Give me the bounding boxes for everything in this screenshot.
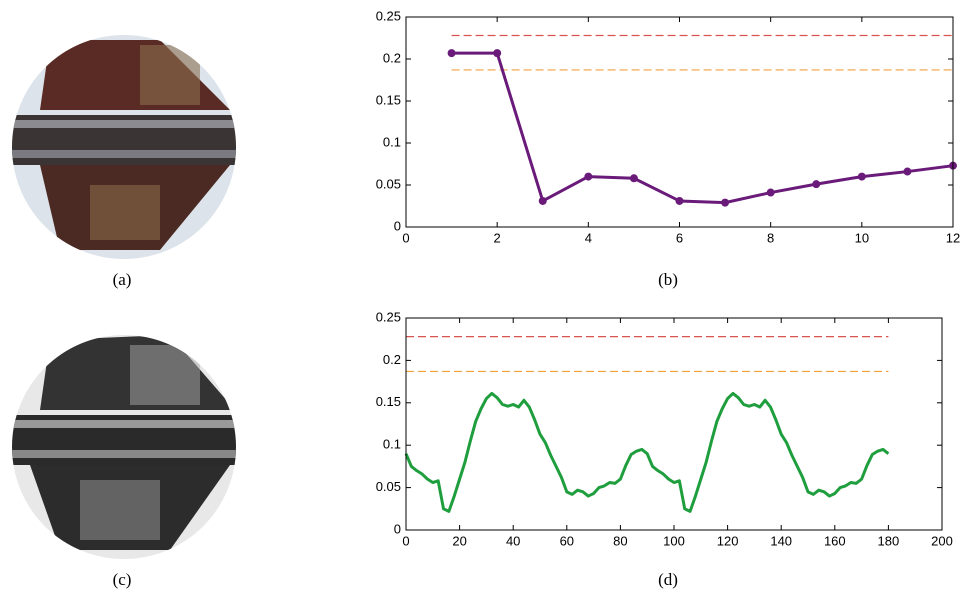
data-line (451, 51, 954, 205)
x-tick-label: 100 (663, 533, 685, 548)
data-point (857, 172, 866, 181)
photo-color (12, 35, 236, 259)
x-tick-label: 80 (613, 533, 627, 548)
caption: (a) (113, 270, 132, 289)
data-point (675, 196, 684, 205)
y-tick-label: 0 (394, 521, 401, 536)
data-point (493, 49, 502, 58)
x-tick-label: 20 (452, 533, 466, 548)
x-tick-label: 2 (494, 230, 501, 245)
y-tick-label: 0.2 (383, 50, 401, 65)
data-point (538, 196, 547, 205)
x-tick-label: 200 (931, 533, 953, 548)
x-tick-label: 120 (717, 533, 739, 548)
x-tick-label: 10 (855, 230, 869, 245)
data-point (629, 174, 638, 183)
x-tick-label: 140 (770, 533, 792, 548)
y-tick-label: 0.2 (383, 352, 401, 367)
x-tick-label: 6 (676, 230, 683, 245)
x-tick-label: 160 (824, 533, 846, 548)
data-point (584, 172, 593, 181)
x-tick-label: 40 (506, 533, 520, 548)
y-tick-label: 0 (394, 218, 401, 233)
x-tick-label: 8 (767, 230, 774, 245)
x-tick-label: 0 (402, 533, 409, 548)
y-tick-label: 0.25 (376, 8, 401, 23)
data-point (447, 49, 456, 58)
data-line (404, 391, 890, 513)
y-tick-label: 0.1 (383, 134, 401, 149)
data-point (766, 188, 775, 197)
x-tick-label: 0 (402, 230, 409, 245)
photo-gray (12, 335, 236, 559)
data-point (903, 167, 912, 176)
y-tick-label: 0.1 (383, 437, 401, 452)
y-tick-label: 0.15 (376, 92, 401, 107)
x-tick-label: 4 (585, 230, 592, 245)
y-tick-label: 0.05 (376, 176, 401, 191)
caption: (b) (658, 270, 678, 289)
y-tick-label: 0.25 (376, 309, 401, 324)
plot-frame (405, 317, 943, 531)
y-tick-label: 0.15 (376, 394, 401, 409)
caption: (c) (113, 570, 132, 589)
x-tick-label: 180 (878, 533, 900, 548)
data-point (812, 180, 821, 189)
y-tick-label: 0.05 (376, 479, 401, 494)
data-point (721, 198, 730, 207)
x-tick-label: 12 (946, 230, 960, 245)
x-tick-label: 60 (560, 533, 574, 548)
caption: (d) (658, 570, 678, 589)
plot-frame (405, 16, 954, 228)
